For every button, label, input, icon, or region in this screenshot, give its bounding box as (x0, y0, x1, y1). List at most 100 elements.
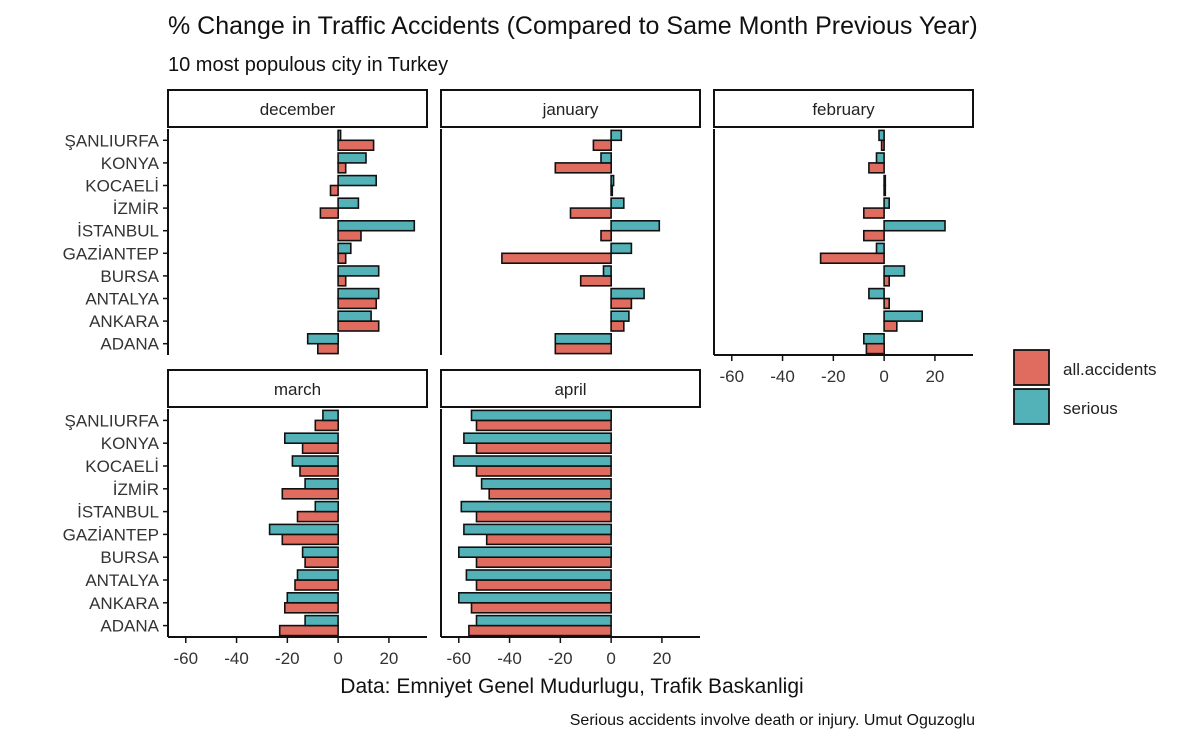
bar-all.accidents (883, 184, 887, 197)
y-tick-label: KONYA (101, 154, 160, 173)
y-tick-label: ŞANLIURFA (65, 411, 160, 430)
bar-serious (463, 523, 612, 536)
facet-strip-label: april (554, 380, 586, 399)
bar-serious (296, 569, 339, 581)
y-tick-label: ANTALYA (85, 571, 159, 590)
bar-serious (337, 152, 367, 164)
bar-serious (610, 220, 661, 232)
bar-all.accidents (579, 275, 613, 287)
bar-all.accidents (475, 556, 612, 569)
bar-serious (878, 129, 885, 142)
bar-all.accidents (475, 465, 612, 477)
bar-all.accidents (278, 624, 339, 637)
bar-serious (460, 500, 612, 513)
bar-all.accidents (569, 207, 612, 219)
bar-all.accidents (610, 184, 614, 197)
bar-all.accidents (337, 275, 347, 287)
facet-strip (440, 89, 701, 128)
facet-panels: december ŞANLIURFA KONYA KOCAELİ İZMİR İSTANB… (63, 89, 974, 668)
bar-all.accidents (862, 207, 885, 219)
x-tick-label: -40 (497, 649, 522, 668)
bar-serious (337, 197, 360, 209)
bar-serious (868, 287, 885, 300)
y-tick-label: KOCAELİ (85, 177, 159, 196)
bar-all.accidents (475, 510, 612, 523)
bar-serious (883, 220, 946, 232)
facet-strip-label: december (260, 100, 336, 119)
bar-all.accidents (337, 252, 347, 265)
facet-strip (167, 89, 428, 128)
x-tick-label: -20 (821, 367, 846, 386)
y-tick-label: İZMİR (113, 480, 159, 499)
bar-serious (554, 332, 612, 345)
x-tick-label: -40 (224, 649, 249, 668)
bar-serious (457, 591, 612, 604)
y-tick-label: İZMİR (113, 199, 159, 218)
bar-serious (463, 432, 612, 445)
bar-serious (337, 265, 380, 277)
bar-all.accidents (475, 579, 612, 591)
bar-all.accidents (883, 320, 898, 332)
y-tick-label: GAZİANTEP (63, 525, 159, 544)
facet-strip-label: february (812, 100, 875, 119)
bar-all.accidents (294, 579, 340, 591)
facet-strip (167, 369, 428, 408)
panel-march: march ŞANLIURFA KONYA KOCAELİ İZMİR İSTANBUL G… (63, 369, 428, 668)
x-tick-label: -20 (275, 649, 300, 668)
bar-all.accidents (468, 624, 612, 637)
x-tick-label: -20 (548, 649, 573, 668)
chart-title: % Change in Traffic Accidents (Compared … (168, 12, 978, 40)
x-tick-label: 20 (925, 367, 944, 386)
bar-serious (291, 455, 339, 467)
bar-serious (337, 242, 352, 255)
y-tick-label: İSTANBUL (77, 222, 159, 241)
bar-all.accidents (610, 320, 625, 332)
bar-serious (301, 546, 339, 559)
bar-serious (610, 287, 645, 300)
bar-serious (600, 152, 612, 164)
bar-all.accidents (868, 162, 885, 174)
bar-serious (475, 614, 612, 627)
x-tick-label: 0 (606, 649, 615, 668)
x-tick-label: 0 (879, 367, 888, 386)
facet-strip-label: march (274, 380, 321, 399)
x-tick-label: 20 (379, 649, 398, 668)
bar-all.accidents (281, 533, 339, 546)
bar-all.accidents (862, 229, 885, 242)
y-tick-label: KONYA (101, 434, 160, 453)
bar-serious (286, 591, 339, 604)
bar-all.accidents (600, 229, 612, 242)
x-tick-label: 0 (333, 649, 342, 668)
bar-serious (875, 242, 885, 255)
y-tick-label: KOCAELİ (85, 457, 159, 476)
bar-all.accidents (337, 139, 375, 152)
bar-all.accidents (554, 342, 612, 355)
bar-all.accidents (883, 297, 890, 310)
bar-all.accidents (304, 556, 339, 569)
bar-serious (337, 287, 380, 300)
bar-serious (452, 455, 612, 467)
bar-serious (457, 546, 612, 559)
bar-serious (602, 265, 612, 277)
legend-swatch-all.accidents (1013, 349, 1050, 386)
chart-subtitle: 10 most populous city in Turkey (168, 54, 448, 76)
y-tick-label: ANTALYA (85, 290, 159, 309)
facet-strip (713, 89, 974, 128)
x-tick-label: -60 (446, 649, 471, 668)
legend-label-all.accidents: all.accidents (1063, 360, 1157, 379)
y-tick-label: ANKARA (89, 594, 160, 613)
bar-all.accidents (329, 184, 339, 197)
bar-serious (314, 500, 339, 513)
bar-all.accidents (592, 139, 613, 152)
bar-all.accidents (501, 252, 612, 265)
bar-serious (610, 197, 625, 209)
bar-all.accidents (488, 487, 612, 500)
legend-swatch-serious (1013, 388, 1050, 425)
bar-serious (306, 332, 340, 345)
bar-serious (480, 477, 612, 490)
bar-all.accidents (283, 601, 339, 614)
bar-all.accidents (475, 419, 612, 432)
legend-label-serious: serious (1063, 399, 1118, 418)
y-tick-label: İSTANBUL (77, 503, 159, 522)
